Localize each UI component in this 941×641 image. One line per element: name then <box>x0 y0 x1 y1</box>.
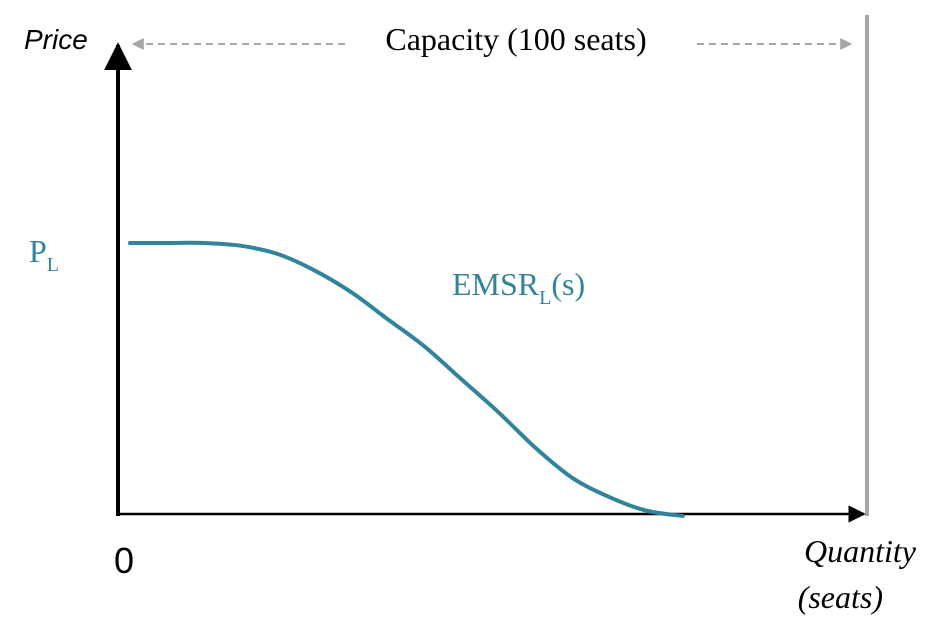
series-label-main: EMSR <box>452 266 540 302</box>
x-axis-label-line2: (seats) <box>798 579 883 615</box>
origin-label: 0 <box>114 540 134 581</box>
price-level-main: P <box>29 233 47 269</box>
series-label-sub: L <box>539 287 551 309</box>
series-label: EMSRL(s) <box>452 266 585 309</box>
x-axis-label-line1: Quantity <box>804 533 917 569</box>
y-axis-label: Price <box>24 24 88 55</box>
emsr-curve <box>128 240 685 518</box>
price-level-sub: L <box>47 254 59 276</box>
price-level-label: PL <box>29 233 59 276</box>
series-label-suffix: (s) <box>551 266 585 302</box>
capacity-label: Capacity (100 seats) <box>385 21 646 57</box>
